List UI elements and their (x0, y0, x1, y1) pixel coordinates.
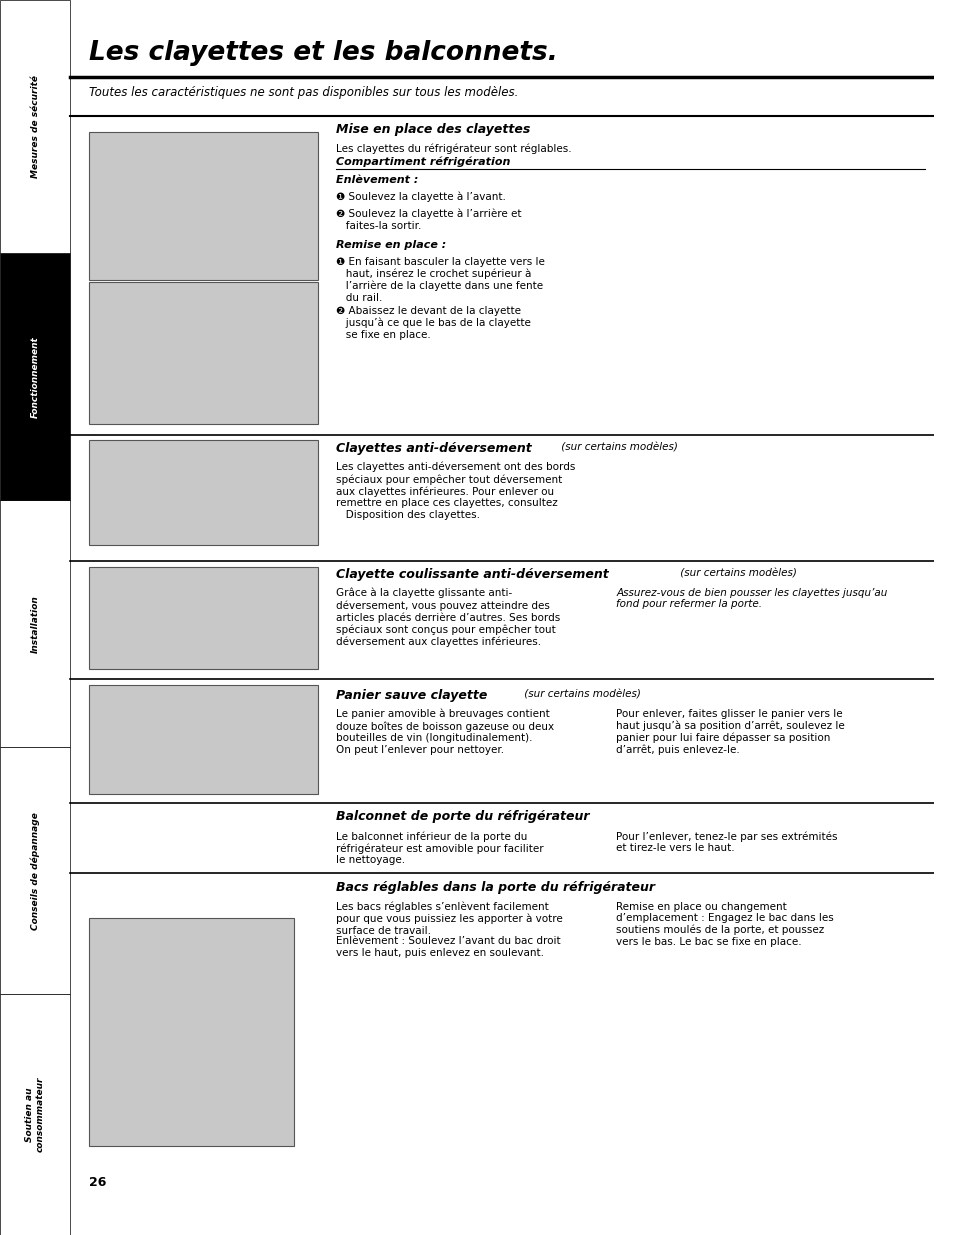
Text: ❶ Soulevez la clayette à l’avant.: ❶ Soulevez la clayette à l’avant. (335, 191, 506, 203)
Text: Les clayettes anti-déversement ont des bords
spéciaux pour empêcher tout déverse: Les clayettes anti-déversement ont des b… (335, 462, 575, 520)
Text: Les clayettes du réfrigérateur sont réglables.: Les clayettes du réfrigérateur sont régl… (335, 143, 571, 154)
Text: Grâce à la clayette glissante anti-
déversement, vous pouvez atteindre des
artic: Grâce à la clayette glissante anti- déve… (335, 588, 560, 647)
Text: Assurez-vous de bien pousser les clayettes jusqu’au
fond pour refermer la porte.: Assurez-vous de bien pousser les clayett… (616, 588, 887, 609)
Text: Le panier amovible à breuvages contient
douze boîtes de boisson gazeuse ou deux
: Le panier amovible à breuvages contient … (335, 709, 554, 755)
Text: Mise en place des clayettes: Mise en place des clayettes (335, 124, 530, 137)
Text: Fonctionnement: Fonctionnement (30, 336, 39, 417)
Text: Remise en place ou changement
d’emplacement : Engagez le bac dans les
soutiens m: Remise en place ou changement d’emplacem… (616, 902, 833, 947)
Bar (89, 282, 317, 424)
Bar (89, 567, 317, 669)
Text: ❶ En faisant basculer la clayette vers le
   haut, insérez le crochet supérieur : ❶ En faisant basculer la clayette vers l… (335, 257, 544, 303)
Bar (0, 747, 70, 994)
Text: Bacs réglables dans la porte du réfrigérateur: Bacs réglables dans la porte du réfrigér… (335, 881, 655, 894)
Text: Balconnet de porte du réfrigérateur: Balconnet de porte du réfrigérateur (335, 810, 589, 824)
Text: Enlèvement :: Enlèvement : (335, 175, 418, 185)
Text: Installation: Installation (30, 595, 39, 652)
Bar (0, 0, 70, 253)
Text: ❷ Soulevez la clayette à l’arrière et
   faites-la sortir.: ❷ Soulevez la clayette à l’arrière et fa… (335, 209, 521, 231)
Bar (0, 994, 70, 1235)
Bar (89, 685, 317, 794)
Bar (0, 253, 70, 500)
Text: Enlèvement : Soulevez l’avant du bac droit
vers le haut, puis enlevez en souleva: Enlèvement : Soulevez l’avant du bac dro… (335, 936, 560, 957)
Text: ❷ Abaissez le devant de la clayette
   jusqu’à ce que le bas de la clayette
   s: ❷ Abaissez le devant de la clayette jusq… (335, 306, 531, 340)
Text: 26: 26 (89, 1176, 106, 1189)
Bar (0, 500, 70, 747)
Text: (sur certains modèles): (sur certains modèles) (520, 689, 640, 699)
Text: Soutien au
consommateur: Soutien au consommateur (26, 1077, 45, 1152)
Text: Remise en place :: Remise en place : (335, 240, 446, 249)
Text: (sur certains modèles): (sur certains modèles) (557, 442, 677, 452)
Text: Conseils de dépannage: Conseils de dépannage (30, 811, 40, 930)
Bar (89, 440, 317, 545)
Text: Clayette coulissante anti-déversement: Clayette coulissante anti-déversement (335, 568, 608, 582)
Text: Pour l’enlever, tenez-le par ses extrémités
et tirez-le vers le haut.: Pour l’enlever, tenez-le par ses extrémi… (616, 831, 837, 853)
Text: Pour enlever, faites glisser le panier vers le
haut jusqu’à sa position d’arrêt,: Pour enlever, faites glisser le panier v… (616, 709, 844, 756)
Text: (sur certains modèles): (sur certains modèles) (677, 568, 796, 578)
Text: Les bacs réglables s’enlèvent facilement
pour que vous puissiez les apporter à v: Les bacs réglables s’enlèvent facilement… (335, 902, 562, 936)
Text: Toutes les caractéristiques ne sont pas disponibles sur tous les modèles.: Toutes les caractéristiques ne sont pas … (89, 86, 517, 100)
Text: Le balconnet inférieur de la porte du
réfrigérateur est amovible pour faciliter
: Le balconnet inférieur de la porte du ré… (335, 831, 543, 866)
Text: Clayettes anti-déversement: Clayettes anti-déversement (335, 442, 532, 456)
Text: Mesures de sécurité: Mesures de sécurité (30, 75, 39, 178)
Bar (89, 132, 317, 280)
Bar (89, 918, 294, 1146)
Text: Les clayettes et les balconnets.: Les clayettes et les balconnets. (89, 40, 557, 65)
Text: Compartiment réfrigération: Compartiment réfrigération (335, 157, 510, 168)
Text: Panier sauve clayette: Panier sauve clayette (335, 689, 487, 703)
